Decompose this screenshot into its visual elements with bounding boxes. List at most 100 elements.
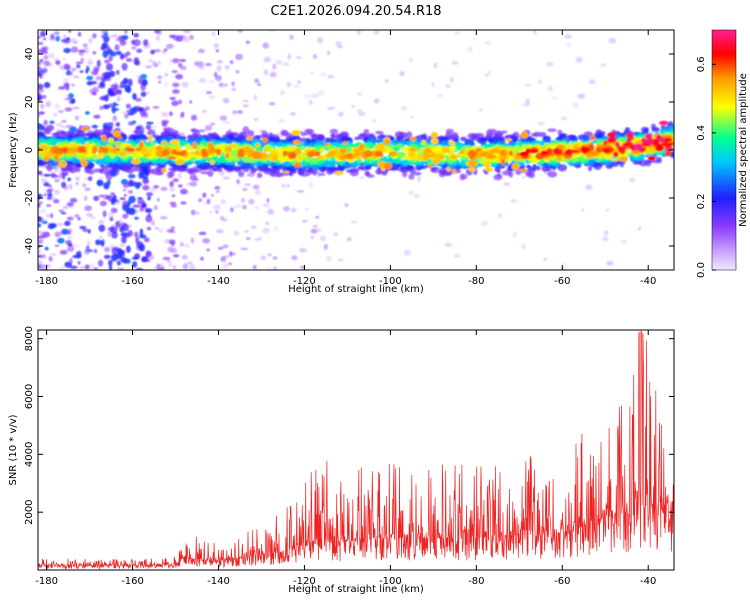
heatmap-cell	[112, 130, 121, 138]
heatmap-cell	[531, 133, 537, 137]
heatmap-cell	[179, 241, 184, 247]
heatmap-cell	[150, 49, 156, 55]
heatmap-cell	[588, 79, 596, 84]
heatmap-cell	[50, 172, 56, 177]
heatmap-cell	[323, 243, 328, 250]
heatmap-cell	[520, 131, 529, 139]
heatmap-cell	[122, 213, 129, 219]
heatmap-cell	[408, 153, 415, 158]
heatmap-cell	[38, 41, 44, 45]
heatmap-cell	[230, 207, 234, 213]
heatmap-cell	[38, 239, 44, 244]
heatmap-cell	[177, 184, 183, 188]
heatmap-cell	[76, 64, 81, 69]
heatmap-cell	[607, 132, 617, 138]
heatmap-cell	[38, 230, 44, 235]
heatmap-cell	[116, 89, 122, 95]
heatmap-cell	[240, 247, 249, 251]
heatmap-cell	[145, 91, 150, 95]
heatmap-cell	[104, 246, 110, 253]
heatmap-cell	[69, 265, 78, 269]
heatmap-cell	[358, 111, 366, 117]
heatmap-cell	[198, 231, 207, 236]
heatmap-cell	[58, 160, 68, 168]
heatmap-cell	[408, 147, 418, 152]
heatmap-cell	[242, 204, 247, 210]
heatmap-cell	[56, 222, 64, 227]
heatmap-cell	[72, 106, 80, 110]
heatmap-cell	[151, 124, 158, 131]
spectrogram-y-tick-label: 40	[24, 48, 35, 61]
heatmap-cell	[131, 256, 139, 260]
heatmap-cell	[108, 55, 113, 62]
heatmap-cell	[142, 165, 148, 172]
heatmap-cell	[171, 194, 176, 197]
heatmap-cell	[113, 147, 122, 151]
heatmap-cell	[603, 140, 608, 146]
heatmap-cell	[169, 170, 175, 178]
heatmap-cell	[167, 156, 177, 160]
heatmap-cell	[136, 48, 143, 53]
heatmap-cell	[233, 230, 240, 236]
heatmap-cell	[86, 81, 94, 86]
heatmap-cell	[219, 158, 225, 163]
heatmap-cell	[374, 150, 383, 157]
heatmap-cell	[471, 136, 479, 141]
heatmap-cell	[138, 243, 146, 252]
heatmap-cell	[198, 198, 203, 203]
spectrogram-x-tick-label: -120	[293, 276, 316, 287]
heatmap-cell	[155, 35, 161, 41]
heatmap-cell	[119, 197, 126, 201]
heatmap-cell	[498, 154, 509, 161]
heatmap-cell	[132, 205, 141, 208]
heatmap-cell	[48, 255, 53, 262]
heatmap-cell	[235, 165, 242, 170]
heatmap-cell	[517, 147, 523, 152]
heatmap-cell	[39, 254, 46, 259]
snr-y-tick-label: 6000	[24, 384, 35, 409]
heatmap-cell	[86, 213, 93, 217]
heatmap-cell	[217, 246, 224, 250]
heatmap-cell	[560, 116, 567, 121]
heatmap-cell	[77, 261, 81, 265]
heatmap-cell	[38, 111, 45, 115]
heatmap-cell	[142, 179, 150, 184]
heatmap-cell	[311, 93, 319, 99]
heatmap-cell	[154, 30, 161, 34]
heatmap-cell	[67, 243, 73, 247]
heatmap-cell	[219, 216, 225, 221]
heatmap-cell	[71, 98, 76, 104]
heatmap-cell	[96, 153, 104, 159]
heatmap-cell	[208, 146, 216, 154]
heatmap-cell	[92, 33, 97, 39]
heatmap-cell	[620, 145, 627, 150]
heatmap-cell	[237, 148, 245, 156]
heatmap-cell	[532, 163, 537, 171]
snr-x-tick-label: -160	[121, 576, 144, 587]
heatmap-cell	[126, 86, 132, 93]
heatmap-cell	[82, 228, 90, 232]
heatmap-cell	[116, 135, 123, 139]
heatmap-cell	[496, 173, 502, 178]
heatmap-cell	[543, 257, 547, 262]
heatmap-cell	[344, 203, 349, 207]
heatmap-cell	[161, 121, 168, 127]
heatmap-cell	[235, 70, 240, 74]
heatmap-cell	[477, 154, 482, 159]
heatmap-cell	[38, 249, 41, 254]
heatmap-cell	[98, 194, 104, 198]
heatmap-cell	[43, 182, 50, 187]
heatmap-cell	[98, 224, 106, 232]
heatmap-cell	[114, 44, 120, 51]
heatmap-cell	[166, 259, 171, 263]
heatmap-cell	[155, 145, 163, 151]
heatmap-cell	[327, 74, 335, 79]
heatmap-cell	[254, 118, 259, 121]
heatmap-cell	[372, 119, 377, 122]
heatmap-cell	[43, 60, 50, 67]
heatmap-cell	[39, 59, 44, 62]
heatmap-cell	[270, 71, 277, 77]
heatmap-cell	[270, 149, 277, 155]
heatmap-cell	[167, 246, 173, 253]
heatmap-cell	[212, 31, 216, 37]
